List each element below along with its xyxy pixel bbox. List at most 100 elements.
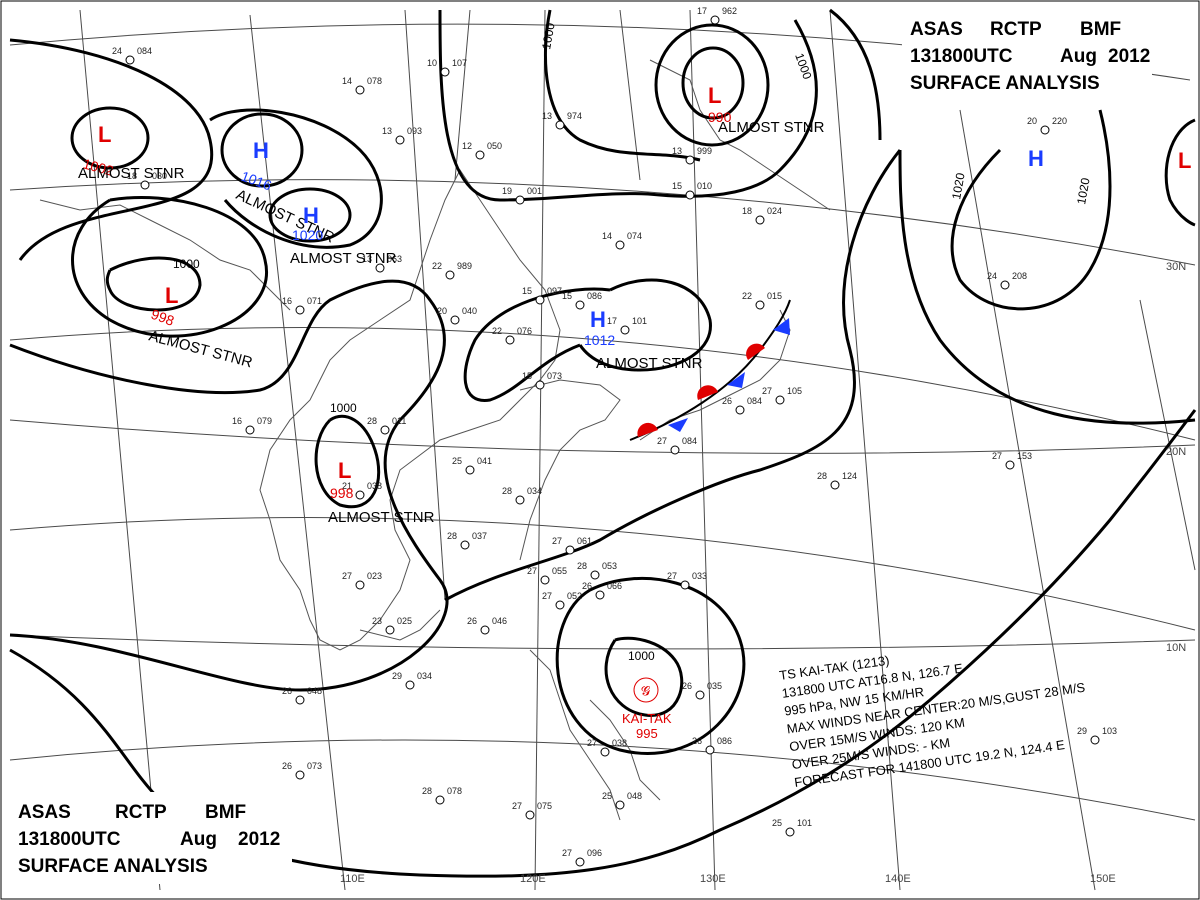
low-marker: L: [98, 122, 111, 147]
isobar-line: [555, 577, 746, 755]
station-plot: 17 962: [697, 6, 737, 25]
station-temperature: 15: [522, 286, 532, 296]
header-backdrop: [902, 8, 1152, 98]
station-pressure: 055: [552, 566, 567, 576]
station-temperature: 15: [562, 291, 572, 301]
station-temperature: 27: [562, 848, 572, 858]
station-cloud-cover-icon: [685, 190, 695, 200]
movement-note: ALMOST STNR: [328, 509, 435, 526]
parallel-line: [9, 634, 1196, 650]
station-pressure: 208: [1012, 271, 1027, 281]
header-datetime: Aug: [180, 829, 217, 850]
station-pressure: 037: [472, 531, 487, 541]
station-plot: 28 053: [577, 561, 617, 580]
station-cloud-cover-icon: [1005, 460, 1015, 470]
isobar-label: 1020: [949, 171, 967, 200]
station-cloud-cover-icon: [785, 827, 795, 837]
station-temperature: 28: [817, 471, 827, 481]
station-temperature: 27: [512, 801, 522, 811]
station-cloud-cover-icon: [380, 425, 390, 435]
station-temperature: 25: [452, 456, 462, 466]
station-plot: 27 033: [667, 571, 707, 590]
station-cloud-cover-icon: [1090, 735, 1100, 745]
station-temperature: 28: [577, 561, 587, 571]
station-cloud-cover-icon: [555, 120, 565, 130]
station-cloud-cover-icon: [385, 625, 395, 635]
movement-note: ALMOST STNR: [290, 250, 397, 267]
station-temperature: 21: [342, 481, 352, 491]
station-temperature: 26: [692, 736, 702, 746]
station-pressure: 999: [697, 146, 712, 156]
station-cloud-cover-icon: [355, 490, 365, 500]
station-pressure: 030: [152, 171, 167, 181]
isobar-line: [898, 149, 1196, 425]
meridian-line: [619, 9, 641, 181]
typhoon-kai-tak: 𝓖 KAI-TAK 995: [622, 677, 672, 741]
station-pressure: 038: [367, 481, 382, 491]
header-issuer: BMF: [1080, 19, 1121, 40]
station-pressure: 023: [367, 571, 382, 581]
station-cloud-cover-icon: [140, 180, 150, 190]
isobar-line: [654, 23, 770, 147]
station-pressure: 001: [527, 186, 542, 196]
station-pressure: 124: [842, 471, 857, 481]
meridian-line: [829, 9, 901, 891]
isobar-label: 1020: [1074, 176, 1092, 205]
meridian-line: [1139, 299, 1196, 571]
parallel-line: [9, 327, 1196, 441]
station-temperature: 23: [372, 616, 382, 626]
station-cloud-cover-icon: [505, 335, 515, 345]
station-temperature: 26: [722, 396, 732, 406]
typhoon-name: KAI-TAK: [622, 711, 672, 726]
low-marker: L: [708, 83, 721, 108]
station-plot: 27 153: [992, 451, 1032, 470]
isobar-line: [70, 106, 150, 170]
station-pressure: 084: [682, 436, 697, 446]
latitude-label: 30N: [1166, 261, 1186, 273]
meridian-line: [249, 14, 346, 891]
station-pressure: 974: [567, 111, 582, 121]
station-cloud-cover-icon: [575, 300, 585, 310]
low-pressure-center: L 998 ALMOST STNR: [328, 458, 435, 526]
station-cloud-cover-icon: [475, 150, 485, 160]
station-plot: 16 071: [282, 296, 322, 315]
station-pressure: 063: [387, 254, 402, 264]
station-plot: 15 086: [562, 291, 602, 310]
station-temperature: 24: [987, 271, 997, 281]
station-cloud-cover-icon: [755, 300, 765, 310]
station-temperature: 22: [432, 261, 442, 271]
station-plot: 12 050: [462, 141, 502, 160]
header-backdrop: [12, 792, 292, 884]
station-pressure: 153: [1017, 451, 1032, 461]
longitude-label: 110E: [340, 873, 365, 885]
station-pressure: 041: [477, 456, 492, 466]
station-cloud-cover-icon: [590, 570, 600, 580]
station-temperature: 14: [342, 76, 352, 86]
longitude-label: 150E: [1090, 873, 1116, 885]
isobar-line: [209, 108, 383, 249]
station-plot: 15 097: [522, 286, 562, 305]
station-pressure: 046: [492, 616, 507, 626]
header-title: SURFACE ANALYSIS: [910, 73, 1100, 94]
grid-labels: 110E 120E 130E 140E 150E 30N 20N 10N: [340, 261, 1186, 885]
isobar-line: [268, 187, 352, 243]
station-plot: 15 010: [672, 181, 712, 200]
header-issuer: RCTP: [990, 19, 1042, 40]
station-plot: 28 011: [367, 416, 406, 435]
station-cloud-cover-icon: [440, 67, 450, 77]
station-pressure: 040: [462, 306, 477, 316]
meridian-line: [79, 9, 161, 891]
station-temperature: 26: [282, 686, 292, 696]
station-cloud-cover-icon: [565, 545, 575, 555]
header-datetime: 2012: [1108, 46, 1150, 67]
parallels: [9, 23, 1196, 821]
station-pressure: 086: [587, 291, 602, 301]
station-temperature: 22: [742, 291, 752, 301]
station-temperature: 12: [462, 141, 472, 151]
station-pressure: 103: [1102, 726, 1117, 736]
cold-front-marker: [773, 318, 790, 335]
station-pressure: 073: [307, 761, 322, 771]
isobar-line: [9, 419, 449, 692]
station-temperature: 15: [522, 371, 532, 381]
